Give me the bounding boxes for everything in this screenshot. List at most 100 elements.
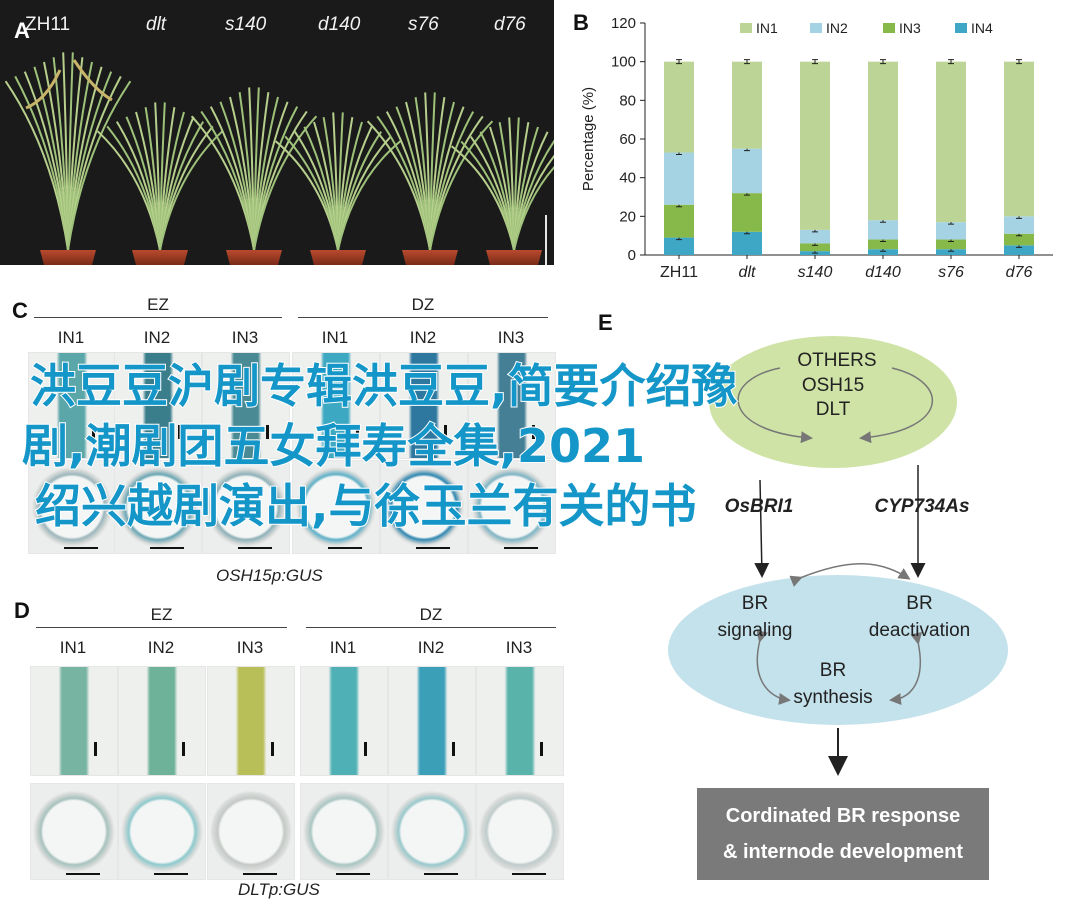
longitudinal-section-image bbox=[300, 666, 388, 776]
internode-label: IN1 bbox=[59, 638, 87, 657]
bar-segment-in2-s76 bbox=[936, 222, 966, 240]
x-tick-label: s76 bbox=[938, 264, 964, 281]
legend-label-in4: IN4 bbox=[971, 20, 993, 36]
error-bar bbox=[676, 59, 682, 65]
br-deactivation-line2: deactivation bbox=[868, 620, 971, 641]
longitudinal-section-image bbox=[388, 666, 476, 776]
scale-bar bbox=[364, 742, 367, 756]
cross-section-image bbox=[388, 783, 476, 880]
plant-5 bbox=[366, 92, 494, 265]
error-bar bbox=[1016, 59, 1022, 65]
cross-section-image bbox=[292, 460, 380, 554]
longitudinal-section-image bbox=[468, 352, 556, 459]
scale-bar bbox=[66, 873, 100, 875]
br-synthesis-line2: synthesis bbox=[793, 687, 873, 708]
bar-segment-in1-d140 bbox=[868, 61, 898, 221]
cross-section-image bbox=[202, 460, 290, 554]
internode-label: IN3 bbox=[236, 638, 264, 657]
internode-label: IN1 bbox=[321, 328, 349, 347]
panel-label-e: E bbox=[598, 310, 613, 335]
stacked-bar-chart: 0 20 40 60 80 100 120 Percentage (%) ZH11 dlt s140… bbox=[580, 15, 1053, 281]
legend-label-in1: IN1 bbox=[756, 20, 778, 36]
bar-segment-in2-s140 bbox=[800, 229, 830, 244]
error-bar bbox=[880, 59, 886, 65]
cross-section-image bbox=[118, 783, 206, 880]
bar-segment-in2-dlt bbox=[732, 148, 762, 194]
plant-1 bbox=[4, 52, 132, 265]
y-tick-label: 40 bbox=[619, 170, 636, 187]
scale-bar bbox=[328, 547, 362, 549]
scale-bar bbox=[243, 873, 277, 875]
internode-label: IN3 bbox=[505, 638, 533, 657]
bar-segment-in2-d140 bbox=[868, 220, 898, 240]
scale-bar bbox=[64, 547, 98, 549]
x-tick-label: d140 bbox=[865, 264, 901, 281]
bar-segment-in4-d140 bbox=[868, 249, 898, 255]
scale-bar bbox=[504, 547, 538, 549]
cross-section-image bbox=[468, 460, 556, 554]
bar-segment-in4-s76 bbox=[936, 249, 966, 255]
longitudinal-section-image bbox=[118, 666, 206, 776]
zone-bracket bbox=[34, 317, 282, 318]
br-model-diagram bbox=[668, 336, 1008, 776]
br-synthesis-line1: BR bbox=[819, 660, 847, 681]
zone-label-ez: EZ bbox=[150, 605, 173, 624]
cross-section-image bbox=[476, 783, 564, 880]
scale-bar bbox=[444, 425, 447, 439]
bar-segment-in3-d140 bbox=[868, 239, 898, 250]
br-deactivation-line1: BR bbox=[906, 593, 933, 614]
bar-segment-in3-dlt bbox=[732, 193, 762, 232]
longitudinal-section-image bbox=[292, 352, 380, 459]
scale-bar bbox=[238, 547, 272, 549]
longitudinal-section-image bbox=[476, 666, 564, 776]
zone-bracket bbox=[298, 317, 548, 318]
scale-bar bbox=[452, 742, 455, 756]
legend-label-in2: IN2 bbox=[826, 20, 848, 36]
internode-label: IN2 bbox=[417, 638, 445, 657]
bar-segment-in4-zh11 bbox=[664, 237, 694, 255]
reporter-caption: OSH15p:GUS bbox=[216, 566, 323, 585]
bar-segment-in2-zh11 bbox=[664, 152, 694, 205]
internode-label: IN2 bbox=[143, 328, 171, 347]
others-label: OTHERS bbox=[797, 350, 877, 371]
response-line2: & internode development bbox=[722, 841, 964, 863]
legend-swatch-in1 bbox=[740, 23, 752, 33]
longitudinal-section-image bbox=[202, 352, 290, 459]
osh15-label: OSH15 bbox=[801, 375, 865, 396]
br-pathway-ellipse bbox=[668, 575, 1008, 725]
scale-bar bbox=[532, 425, 535, 439]
error-bar bbox=[744, 59, 750, 65]
y-axis-title: Percentage (%) bbox=[580, 87, 597, 191]
zone-label-dz: DZ bbox=[411, 295, 435, 314]
bar-segment-in1-s76 bbox=[936, 61, 966, 223]
legend-label-in3: IN3 bbox=[899, 20, 921, 36]
longitudinal-section-image bbox=[380, 352, 468, 459]
cross-section-image bbox=[28, 460, 116, 554]
scale-bar bbox=[154, 873, 188, 875]
zone-label-dz: DZ bbox=[419, 605, 443, 624]
br-signaling-line1: BR bbox=[741, 593, 769, 614]
bar-segment-in1-s140 bbox=[800, 61, 830, 230]
internode-label: IN2 bbox=[147, 638, 175, 657]
scale-bar bbox=[512, 873, 546, 875]
genotype-label-dlt: dlt bbox=[146, 14, 167, 35]
cross-section-image bbox=[380, 460, 468, 554]
genotype-label-s76: s76 bbox=[408, 14, 439, 35]
scale-bar bbox=[94, 742, 97, 756]
panel-label-d: D bbox=[14, 598, 30, 623]
longitudinal-section-image bbox=[207, 666, 295, 776]
genotype-label-d140: d140 bbox=[318, 14, 361, 35]
internode-label: IN1 bbox=[57, 328, 85, 347]
genotype-label-d76: d76 bbox=[494, 14, 526, 35]
panel-label-c: C bbox=[12, 298, 28, 323]
bar-segment-in2-d76 bbox=[1004, 216, 1034, 234]
scale-bar bbox=[540, 742, 543, 756]
br-synthesis-node: BR synthesis bbox=[778, 657, 888, 711]
response-box: Cordinated BR response & internode devel… bbox=[697, 788, 989, 880]
plant-photo-panel: ZH11 dlt s140 d140 s76 d76 bbox=[0, 0, 554, 265]
y-tick-label: 120 bbox=[611, 15, 636, 32]
error-bar bbox=[812, 59, 818, 65]
panel-label-a: A bbox=[14, 18, 30, 43]
